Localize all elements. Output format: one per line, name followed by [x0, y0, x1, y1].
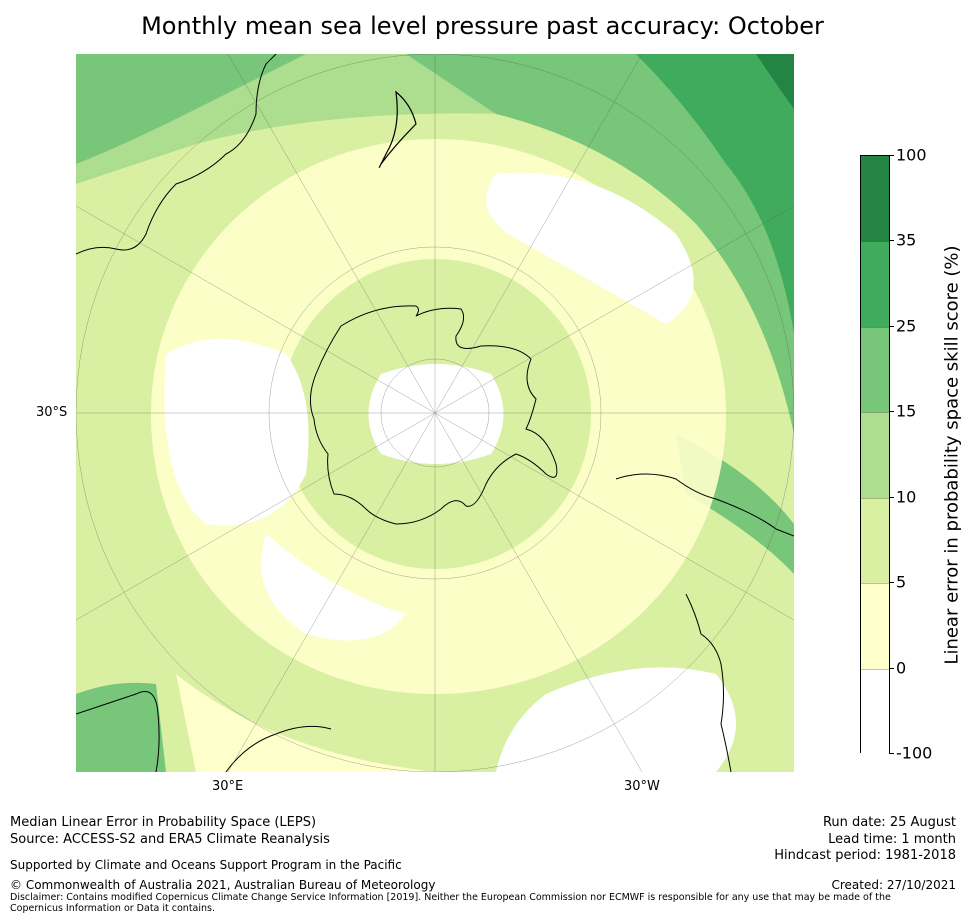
colorbar-tick-label: -100: [896, 743, 933, 763]
south-america-coastline: [615, 473, 794, 537]
graticule: [76, 54, 794, 772]
colorbar-segment: [861, 326, 889, 414]
colorbar-segment: [861, 583, 889, 671]
polar-map: [76, 54, 794, 772]
colorbar-segment: [861, 412, 889, 500]
africa-coastline: [76, 691, 160, 772]
colorbar-tick-label: 25: [896, 316, 917, 336]
footer-copyright: © Commonwealth of Australia 2021, Austra…: [10, 878, 436, 892]
colorbar-tick-label: 35: [896, 230, 917, 250]
colorbar-tick-mark: [889, 496, 894, 498]
footer-source: Source: ACCESS-S2 and ERA5 Climate Reana…: [10, 832, 330, 847]
colorbar-segment: [861, 668, 889, 756]
chart-title: Monthly mean sea level pressure past acc…: [141, 12, 824, 40]
colorbar-tick-label: 5: [896, 572, 907, 592]
region-white-pole: [368, 364, 504, 464]
colorbar-tick-mark: [889, 667, 894, 669]
colorbar-segment: [861, 156, 889, 242]
colorbar-tick-label: 0: [896, 658, 907, 678]
colorbar-tick-label: 15: [896, 401, 917, 421]
footer-lead-time: Lead time: 1 month: [828, 832, 956, 847]
region-darkgreen-topright: [636, 54, 794, 334]
colorbar-label: Linear error in probability space skill …: [941, 245, 963, 665]
africa-south-coast: [225, 725, 332, 772]
footer-method: Median Linear Error in Probability Space…: [10, 815, 317, 830]
colorbar-tick-mark: [889, 240, 894, 242]
colorbar-segment: [861, 497, 889, 585]
australia-coastline: [76, 54, 277, 255]
footer-created: Created: 27/10/2021: [831, 878, 956, 892]
colorbar-tick-label: 100: [896, 145, 927, 165]
colorbar: [860, 155, 890, 756]
colorbar-tick-mark: [889, 411, 894, 413]
region-pale-bottom: [176, 674, 436, 772]
region-green-bottomleft: [76, 682, 166, 772]
lon-label-30w: 30°W: [624, 779, 660, 794]
footer-disclaimer: Disclaimer: Contains modified Copernicus…: [10, 892, 891, 914]
footer-hindcast: Hindcast period: 1981-2018: [774, 848, 956, 863]
region-white-south: [261, 534, 406, 641]
footer-run-date: Run date: 25 August: [822, 815, 956, 830]
region-green-topleft: [76, 54, 306, 164]
region-darkest-corner: [756, 54, 794, 109]
region-pale-ring: [151, 139, 726, 694]
colorbar-tick-label: 10: [896, 487, 917, 507]
footer-support: Supported by Climate and Oceans Support …: [10, 858, 402, 872]
colorbar-tick-mark: [889, 753, 894, 754]
region-white-north: [486, 172, 694, 324]
new-zealand-coastline: [378, 90, 417, 168]
south-america-west-coast: [685, 593, 732, 772]
region-green-topright: [406, 54, 794, 434]
lon-label-30e: 30°E: [212, 779, 244, 794]
colorbar-tick-mark: [889, 325, 894, 327]
colorbar-segment: [861, 241, 889, 329]
region-white-west: [164, 339, 309, 526]
region-white-southeast: [496, 667, 736, 772]
antarctica-coastline: [310, 305, 558, 525]
lat-label-30s: 30°S: [36, 405, 68, 420]
colorbar-tick-mark: [889, 582, 894, 584]
colorbar-tick-mark: [889, 155, 894, 156]
